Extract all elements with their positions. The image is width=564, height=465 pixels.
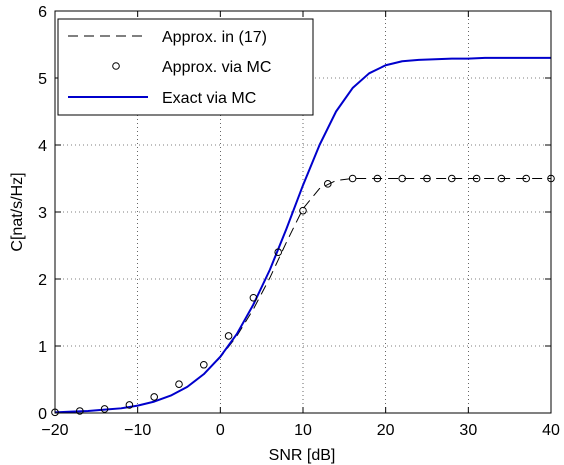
legend-swatch-approx-mc xyxy=(112,62,120,70)
legend-label-exact-mc: Exact via MC xyxy=(162,90,256,107)
tick-labels: −20 −10 0 10 20 30 40 0 1 2 3 4 5 6 xyxy=(38,4,560,439)
legend-label-approx-mc: Approx. via MC xyxy=(162,59,271,76)
marker-approx-mc xyxy=(324,180,332,188)
y-tick-label: 4 xyxy=(38,138,47,155)
y-tick-label: 0 xyxy=(38,406,47,423)
marker-approx-mc xyxy=(472,174,481,183)
marker-approx-mc xyxy=(224,332,233,340)
y-tick-label: 6 xyxy=(38,4,47,21)
marker-approx-mc xyxy=(274,248,283,256)
x-tick-label: 20 xyxy=(377,422,395,439)
marker-approx-mc xyxy=(150,393,158,401)
x-axis-label: SNR [dB] xyxy=(269,447,336,464)
marker-approx-mc xyxy=(398,174,407,183)
marker-approx-mc xyxy=(200,360,208,369)
y-tick-label: 3 xyxy=(38,205,47,222)
marker-approx-mc xyxy=(423,174,431,183)
marker-approx-mc xyxy=(125,401,134,409)
marker-approx-mc xyxy=(497,174,506,183)
marker-approx-mc xyxy=(522,174,531,183)
marker-approx-mc xyxy=(299,206,307,215)
x-tick-label: −20 xyxy=(41,422,68,439)
y-tick-label: 2 xyxy=(38,272,47,289)
marker-approx-mc xyxy=(76,407,84,415)
marker-approx-mc xyxy=(100,405,109,413)
y-tick-label: 5 xyxy=(38,71,47,88)
legend-label-approx-17: Approx. in (17) xyxy=(162,29,267,46)
x-tick-label: 40 xyxy=(542,422,560,439)
series-line-approx-17 xyxy=(54,178,551,413)
x-tick-label: 30 xyxy=(459,422,477,439)
legend: Approx. in (17) Approx. via MC Exact via… xyxy=(57,18,314,116)
marker-approx-mc xyxy=(373,174,382,183)
x-tick-label: −10 xyxy=(124,422,151,439)
marker-approx-mc xyxy=(348,174,357,183)
y-axis-label: C[nat/s/Hz] xyxy=(9,172,26,251)
x-tick-label: 10 xyxy=(294,422,312,439)
legend-box xyxy=(57,18,314,116)
marker-approx-mc xyxy=(175,380,183,388)
marker-approx-mc xyxy=(448,174,456,183)
marker-approx-mc xyxy=(249,293,258,302)
series-layer xyxy=(51,56,555,417)
y-tick-label: 1 xyxy=(38,339,47,356)
x-tick-label: 0 xyxy=(216,422,225,439)
